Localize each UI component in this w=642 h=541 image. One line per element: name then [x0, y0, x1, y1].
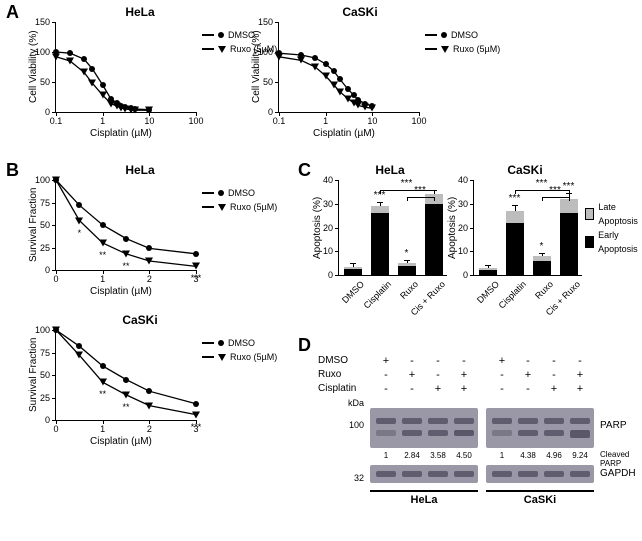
blot-parp-hela — [370, 408, 478, 448]
panel-label-B: B — [6, 160, 19, 181]
chart-title-A-caski: CaSKi — [290, 5, 430, 19]
chart-title-B-hela: HeLa — [70, 163, 210, 177]
legend-item: Ruxo (5µM) — [230, 350, 277, 364]
xlabel-B-hela: Cisplatin (µM) — [90, 286, 152, 297]
treatment-row-dmso: DMSO — [318, 355, 348, 366]
legend-item: Ruxo (5µM) — [230, 42, 277, 56]
legend-item: Ruxo (5µM) — [230, 200, 277, 214]
legend-A-caski: DMSO Ruxo (5µM) — [425, 28, 500, 56]
panel-label-A: A — [6, 2, 19, 23]
legend-A-hela: DMSO Ruxo (5µM) — [202, 28, 277, 56]
xlabel-B-caski: Cisplatin (µM) — [90, 436, 152, 447]
chart-title-C-caski: CaSKi — [470, 163, 580, 177]
ylabel-B-caski: Survival Fraction — [28, 330, 39, 420]
legend-item: DMSO — [228, 28, 255, 42]
xlabel-A-caski: Cisplatin (µM) — [313, 128, 375, 139]
blot-parp-caski — [486, 408, 594, 448]
ylabel-A-hela: Cell Viability (%) — [28, 22, 39, 112]
blot-gapdh-caski — [486, 465, 594, 483]
chart-title-A-hela: HeLa — [70, 5, 210, 19]
legend-B-hela: DMSO Ruxo (5µM) — [202, 186, 277, 214]
legend-item: DMSO — [228, 336, 255, 350]
plot-B-caski: 02550751000123******* — [55, 330, 196, 421]
mw-gapdh: 32 — [340, 473, 364, 483]
cellline-label-caski: CaSKi — [524, 494, 556, 506]
chart-title-C-hela: HeLa — [335, 163, 445, 177]
chart-title-B-caski: CaSKi — [70, 313, 210, 327]
legend-item: Ruxo (5µM) — [453, 42, 500, 56]
plot-A-caski: 0501001500.1110100 — [278, 22, 419, 113]
legend-item: DMSO — [451, 28, 478, 42]
cellline-bar-caski — [486, 490, 594, 492]
ylabel-C-caski: Apoptosis (%) — [447, 180, 458, 275]
ylabel-B-hela: Survival Fraction — [28, 180, 39, 270]
legend-item: Early Apoptosis — [598, 228, 642, 256]
legend-item: DMSO — [228, 186, 255, 200]
protein-label-cleaved: Cleaved PARP — [600, 450, 642, 468]
panel-label-C: C — [298, 160, 311, 181]
plot-B-hela: 02550751000123******** — [55, 180, 196, 271]
kda-label: kDa — [340, 398, 364, 408]
treatment-row-cisplatin: Cisplatin — [318, 383, 356, 394]
legend-B-caski: DMSO Ruxo (5µM) — [202, 336, 277, 364]
mw-parp: 100 — [340, 420, 364, 430]
panel-label-D: D — [298, 335, 311, 356]
treatment-row-ruxo: Ruxo — [318, 369, 341, 380]
xlabel-A-hela: Cisplatin (µM) — [90, 128, 152, 139]
legend-item: Late Apoptosis — [598, 200, 642, 228]
protein-label-gapdh: GAPDH — [600, 468, 636, 479]
protein-label-parp: PARP — [600, 420, 627, 431]
bar-chart-C-caski: 010203040DMSO***Cisplatin*Ruxo***Cis + R… — [473, 180, 582, 276]
ylabel-C-hela: Apoptosis (%) — [312, 180, 323, 275]
bar-chart-C-hela: 010203040DMSO***Cisplatin*RuxoCis + Ruxo… — [338, 180, 447, 276]
plot-A-hela: 0501001500.1110100 — [55, 22, 196, 113]
cellline-bar-hela — [370, 490, 478, 492]
cellline-label-hela: HeLa — [411, 494, 438, 506]
legend-C: Late Apoptosis Early Apoptosis — [585, 200, 642, 256]
blot-gapdh-hela — [370, 465, 478, 483]
